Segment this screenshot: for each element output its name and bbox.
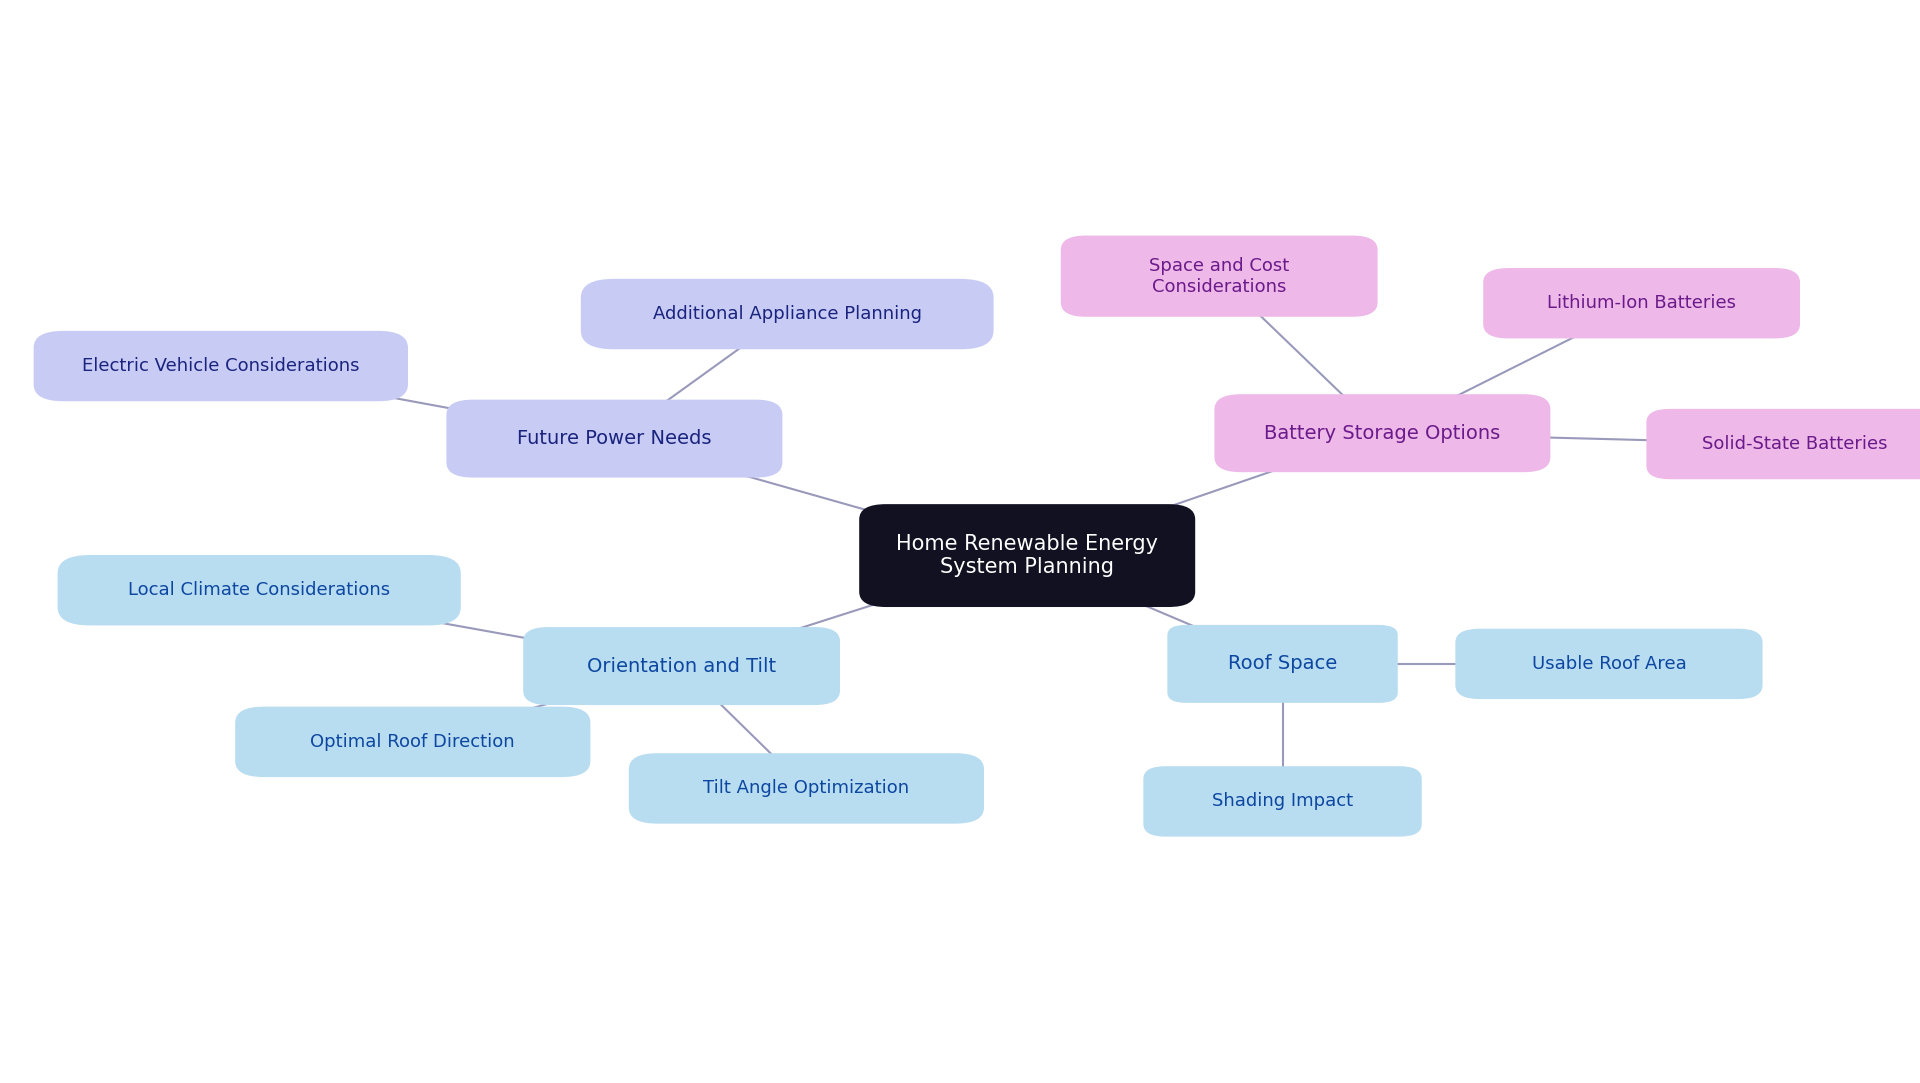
FancyBboxPatch shape — [1482, 269, 1801, 338]
FancyBboxPatch shape — [35, 330, 409, 401]
Text: Battery Storage Options: Battery Storage Options — [1263, 423, 1501, 443]
Text: Additional Appliance Planning: Additional Appliance Planning — [653, 305, 922, 323]
Text: Electric Vehicle Considerations: Electric Vehicle Considerations — [83, 357, 359, 375]
Text: Home Renewable Energy
System Planning: Home Renewable Energy System Planning — [897, 534, 1158, 577]
Text: Usable Roof Area: Usable Roof Area — [1532, 655, 1686, 673]
Text: Roof Space: Roof Space — [1229, 654, 1336, 674]
FancyBboxPatch shape — [1647, 409, 1920, 479]
FancyBboxPatch shape — [580, 279, 995, 349]
FancyBboxPatch shape — [58, 556, 461, 626]
Text: Space and Cost
Considerations: Space and Cost Considerations — [1148, 257, 1290, 296]
FancyBboxPatch shape — [1455, 628, 1763, 700]
FancyBboxPatch shape — [522, 627, 841, 705]
FancyBboxPatch shape — [1142, 767, 1421, 836]
Text: Tilt Angle Optimization: Tilt Angle Optimization — [703, 780, 910, 797]
FancyBboxPatch shape — [445, 400, 783, 478]
FancyBboxPatch shape — [1060, 236, 1379, 317]
Text: Future Power Needs: Future Power Needs — [516, 429, 712, 448]
Text: Shading Impact: Shading Impact — [1212, 793, 1354, 810]
FancyBboxPatch shape — [234, 707, 591, 778]
FancyBboxPatch shape — [1167, 625, 1398, 703]
Text: Local Climate Considerations: Local Climate Considerations — [129, 582, 390, 599]
FancyBboxPatch shape — [630, 754, 983, 823]
Text: Orientation and Tilt: Orientation and Tilt — [588, 656, 776, 676]
Text: Lithium-Ion Batteries: Lithium-Ion Batteries — [1548, 295, 1736, 312]
Text: Optimal Roof Direction: Optimal Roof Direction — [311, 733, 515, 751]
FancyBboxPatch shape — [1213, 394, 1549, 472]
Text: Solid-State Batteries: Solid-State Batteries — [1703, 435, 1887, 453]
FancyBboxPatch shape — [860, 505, 1194, 606]
